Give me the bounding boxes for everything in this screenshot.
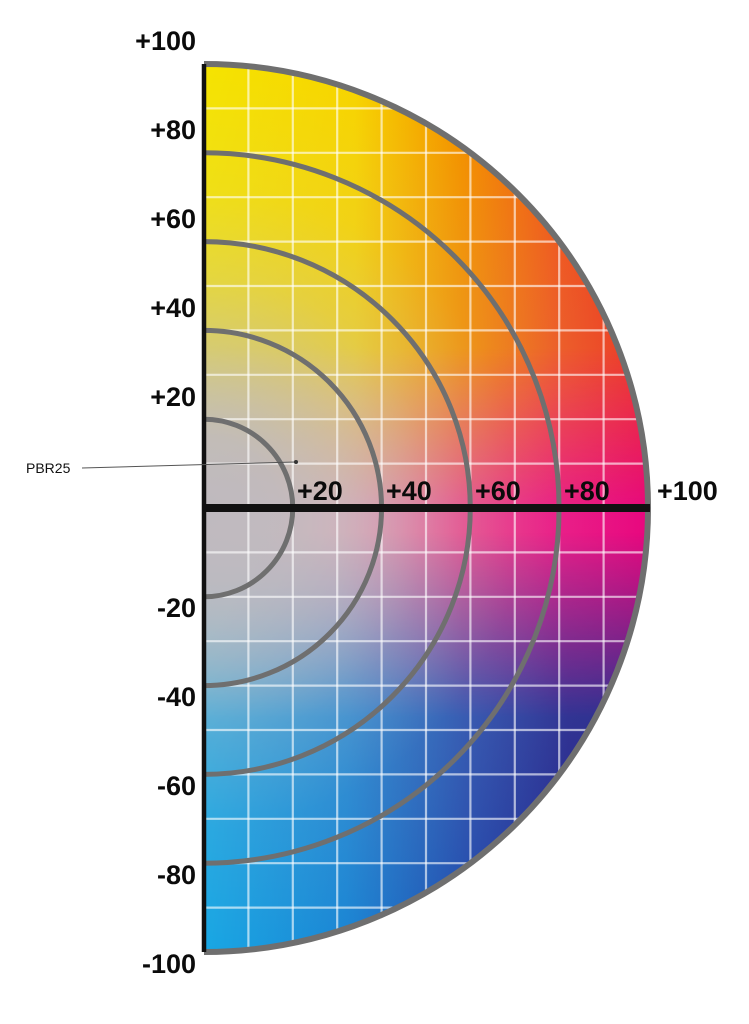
y-tick-label-20: +20 [150, 382, 196, 412]
x-tick-label-80: +80 [564, 476, 610, 506]
axes [201, 64, 650, 952]
y-tick-label--60: -60 [157, 771, 196, 801]
y-tick-label--40: -40 [157, 682, 196, 712]
x-tick-label-40: +40 [386, 476, 432, 506]
annotation-label: PBR25 [26, 460, 71, 476]
y-tick-label--20: -20 [157, 593, 196, 623]
axis-tick-labels: +100 +80 +60 +40 +20 -20 -40 -60 -80 -100 +20 +40 +6… [135, 26, 718, 979]
annotation-point-marker [294, 460, 298, 464]
annotation-leader-line [81, 461, 297, 469]
y-tick-label--80: -80 [157, 860, 196, 890]
y-tick-label-60: +60 [150, 204, 196, 234]
y-tick-label-100: +100 [135, 26, 196, 56]
annotation-pbr25: PBR25 [26, 460, 298, 476]
y-tick-label--100: -100 [142, 949, 196, 979]
x-tick-label-60: +60 [475, 476, 521, 506]
x-tick-label-20: +20 [297, 476, 343, 506]
x-tick-label-100: +100 [657, 476, 718, 506]
y-tick-label-40: +40 [150, 293, 196, 323]
y-tick-label-80: +80 [150, 115, 196, 145]
